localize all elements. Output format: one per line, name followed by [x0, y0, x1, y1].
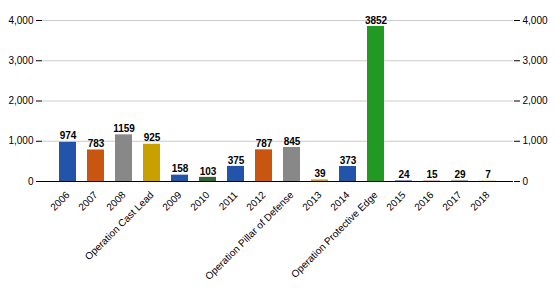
svg-text:925: 925	[144, 132, 161, 143]
svg-text:0: 0	[523, 176, 529, 187]
svg-text:787: 787	[256, 138, 273, 149]
svg-text:1159: 1159	[113, 123, 135, 134]
svg-text:974: 974	[60, 130, 77, 141]
svg-text:Operation Protective Edge: Operation Protective Edge	[289, 189, 380, 280]
svg-text:2015: 2015	[384, 189, 408, 213]
svg-text:373: 373	[340, 155, 357, 166]
svg-text:Operation Pillar of Defense: Operation Pillar of Defense	[203, 189, 296, 282]
svg-text:Operation Cast Lead: Operation Cast Lead	[83, 189, 156, 262]
svg-text:1,000: 1,000	[8, 135, 33, 146]
svg-text:845: 845	[284, 136, 301, 147]
svg-text:39: 39	[314, 168, 326, 179]
svg-text:3852: 3852	[365, 15, 388, 26]
svg-text:2008: 2008	[104, 189, 128, 213]
svg-text:2,000: 2,000	[523, 95, 548, 106]
svg-text:2016: 2016	[412, 189, 436, 213]
svg-text:2011: 2011	[217, 189, 240, 212]
svg-text:4,000: 4,000	[523, 15, 548, 26]
svg-text:2,000: 2,000	[8, 95, 33, 106]
svg-text:3,000: 3,000	[8, 55, 33, 66]
svg-text:2007: 2007	[76, 189, 100, 213]
svg-text:2010: 2010	[188, 189, 212, 213]
svg-text:2018: 2018	[468, 189, 492, 213]
svg-text:1,000: 1,000	[523, 135, 548, 146]
svg-text:3,000: 3,000	[523, 55, 548, 66]
svg-text:7: 7	[485, 169, 491, 180]
svg-text:2006: 2006	[48, 189, 72, 213]
svg-text:24: 24	[398, 169, 410, 180]
svg-text:375: 375	[228, 155, 245, 166]
svg-text:2017: 2017	[440, 189, 464, 213]
svg-text:29: 29	[454, 169, 466, 180]
svg-text:4,000: 4,000	[8, 15, 33, 26]
svg-text:2012: 2012	[244, 189, 268, 213]
svg-text:0: 0	[28, 176, 34, 187]
svg-text:103: 103	[200, 166, 217, 177]
svg-text:158: 158	[172, 163, 189, 174]
svg-text:2014: 2014	[328, 189, 352, 213]
svg-text:783: 783	[88, 138, 105, 149]
svg-text:15: 15	[426, 169, 438, 180]
svg-text:2009: 2009	[160, 189, 184, 213]
svg-text:2013: 2013	[300, 189, 324, 213]
